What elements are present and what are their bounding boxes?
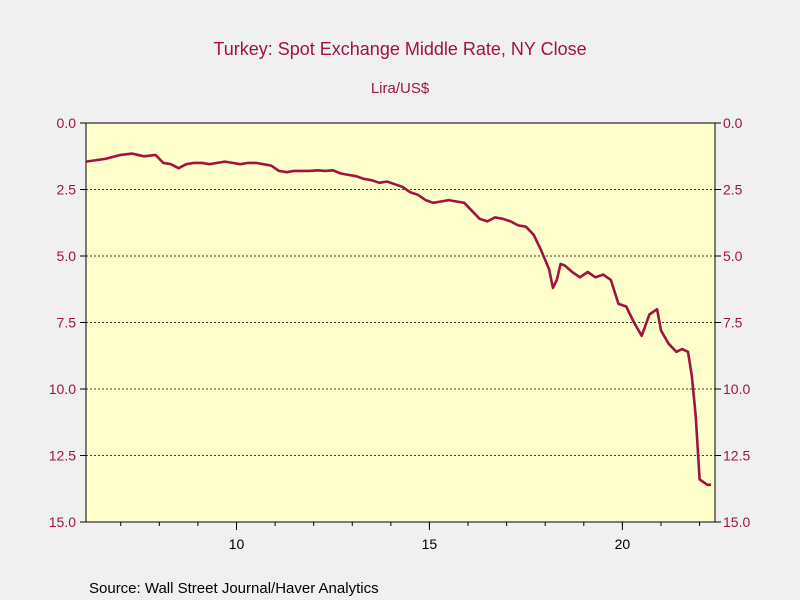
chart-subtitle: Lira/US$ <box>371 80 430 97</box>
y-tick-label-left: 15.0 <box>49 514 76 530</box>
source-note: Source: Wall Street Journal/Haver Analyt… <box>89 580 379 597</box>
x-axis: 10 15 20 <box>120 522 701 552</box>
y-tick-label-right: 0.0 <box>723 115 743 131</box>
y-tick-label-right: 15.0 <box>723 514 750 530</box>
series-group <box>85 152 712 487</box>
x-tick-label: 15 <box>422 536 438 552</box>
y-tick-label-right: 2.5 <box>723 182 743 198</box>
y-tick-label-right: 12.5 <box>723 448 750 464</box>
y-tick-label-left: 2.5 <box>57 182 77 198</box>
plot-area <box>85 122 716 523</box>
x-tick-label: 10 <box>229 536 245 552</box>
y-tick-label-left: 7.5 <box>57 315 77 331</box>
series-line <box>85 152 712 487</box>
y-tick-label-left: 12.5 <box>49 448 76 464</box>
chart-title: Turkey: Spot Exchange Middle Rate, NY Cl… <box>213 39 586 59</box>
y-tick-label-right: 5.0 <box>723 248 743 264</box>
x-tick-label: 20 <box>615 536 631 552</box>
y-tick-label-left: 5.0 <box>57 248 77 264</box>
grid-lines <box>86 189 715 456</box>
y-axis-right: 0.0 2.5 5.0 7.5 10.0 12.5 15.0 <box>715 115 750 530</box>
y-tick-label-left: 0.0 <box>57 115 77 131</box>
y-tick-label-right: 10.0 <box>723 381 750 397</box>
y-tick-label-left: 10.0 <box>49 381 76 397</box>
y-axis-left: 0.0 2.5 5.0 7.5 10.0 12.5 15.0 <box>49 115 86 530</box>
y-tick-label-right: 7.5 <box>723 315 743 331</box>
